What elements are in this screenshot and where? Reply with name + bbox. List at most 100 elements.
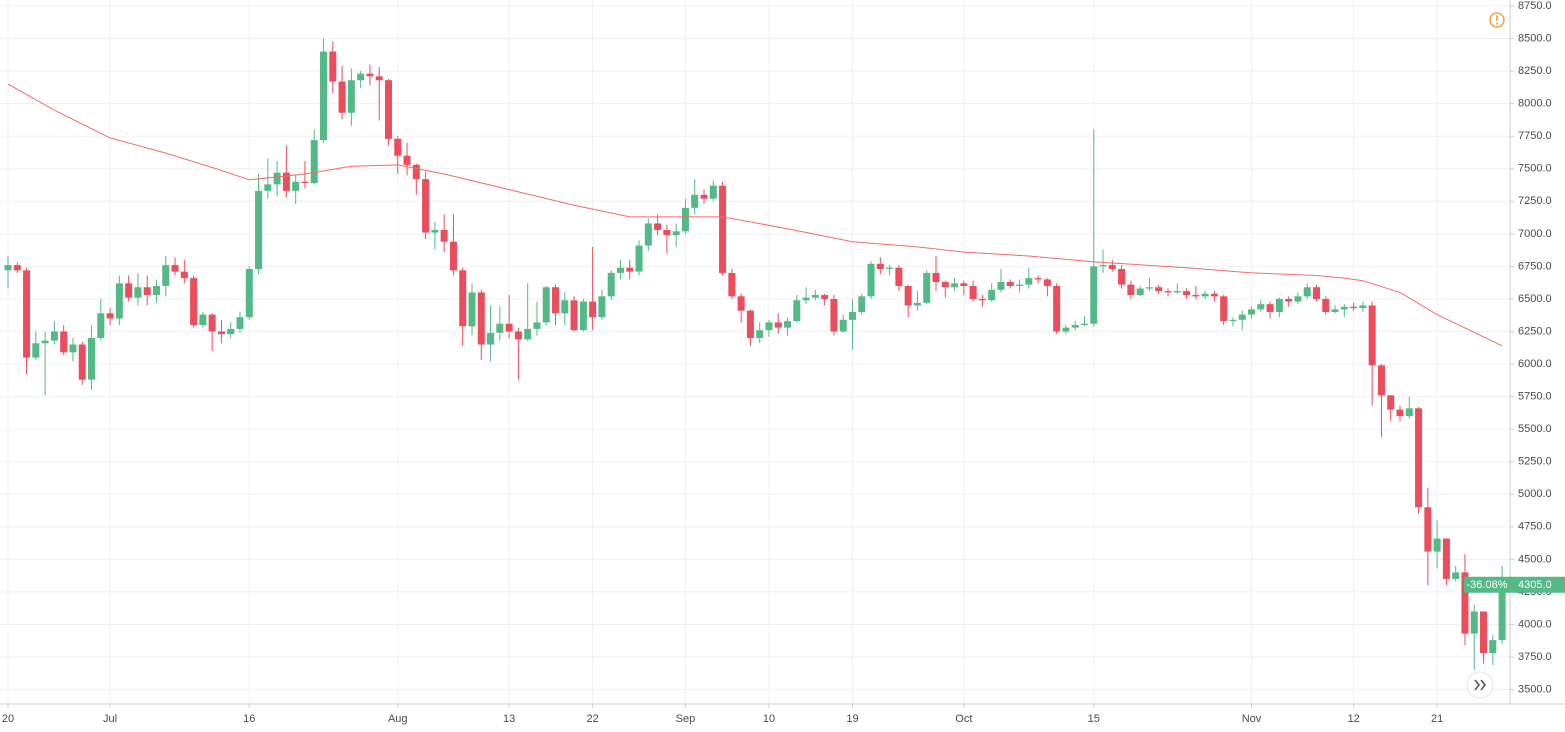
candle-body <box>1090 266 1098 324</box>
candle-body <box>1396 409 1404 417</box>
x-tick-label: Aug <box>388 713 408 725</box>
candle-body <box>208 314 216 332</box>
candle-body <box>876 263 884 270</box>
price-tag <box>1510 576 1565 593</box>
candle-body <box>338 81 346 113</box>
candle-body <box>589 301 597 318</box>
candle-body <box>1322 298 1330 312</box>
candle-body <box>654 223 662 230</box>
candle-body <box>1164 291 1172 293</box>
y-tick-label: 5750.0 <box>1518 391 1552 403</box>
candle-body <box>50 331 58 341</box>
candle-body <box>728 272 736 297</box>
y-tick-label: 7750.0 <box>1518 130 1552 142</box>
scroll-to-end-button[interactable] <box>1466 671 1494 699</box>
candle-body <box>663 229 671 236</box>
y-tick-label: 4750.0 <box>1518 521 1552 533</box>
y-tick-label: 6000.0 <box>1518 358 1552 370</box>
candle-body <box>867 263 875 297</box>
candle-body <box>1340 306 1348 310</box>
candle-body <box>681 207 689 232</box>
candle-body <box>1016 284 1024 286</box>
candle-body <box>904 285 912 306</box>
x-tick-label: Oct <box>955 713 972 725</box>
candle-body <box>422 179 430 233</box>
candle-body <box>4 265 12 271</box>
candle-body <box>561 300 569 314</box>
candle-body <box>719 185 727 273</box>
y-tick-label: 6500.0 <box>1518 293 1552 305</box>
grid <box>0 0 1510 704</box>
candle-body <box>227 328 235 335</box>
candle-body <box>1108 265 1116 270</box>
x-tick-label: 15 <box>1088 713 1100 725</box>
change-label: -36.08% <box>1467 579 1508 591</box>
x-tick-label: 22 <box>587 713 599 725</box>
x-tick-label: 10 <box>763 713 775 725</box>
candle-body <box>1424 507 1432 552</box>
candle-body <box>765 322 773 331</box>
candle-body <box>1489 640 1497 654</box>
x-tick-label: 19 <box>846 713 858 725</box>
candle-body <box>60 331 68 353</box>
candle-body <box>32 343 40 358</box>
candle-body <box>431 229 439 233</box>
candle-body <box>412 164 420 180</box>
candle-body <box>1201 293 1209 297</box>
candle-body <box>1452 572 1460 579</box>
candle-body <box>811 295 819 298</box>
candle-body <box>1405 408 1413 417</box>
candle-body <box>839 319 847 332</box>
candle-body <box>255 190 263 270</box>
candle-body <box>746 310 754 339</box>
warning-icon[interactable] <box>1489 12 1505 28</box>
candle-body <box>152 285 160 296</box>
candle-body <box>542 287 550 323</box>
candle-body <box>533 322 541 329</box>
candle-body <box>1034 278 1042 280</box>
candle-body <box>709 185 717 199</box>
price-label: 4305.0 <box>1518 579 1552 591</box>
candle-body <box>626 267 634 272</box>
candle-body <box>310 140 318 184</box>
candle-body <box>282 172 290 191</box>
candle-body <box>802 297 810 301</box>
candle-body <box>913 302 921 306</box>
candle-body <box>1229 319 1237 322</box>
candle-body <box>440 229 448 242</box>
candle-body <box>1303 287 1311 297</box>
candle-body <box>366 73 374 77</box>
candle-body <box>598 296 606 318</box>
candle-body <box>1470 611 1478 634</box>
candle-body <box>459 270 467 327</box>
candle-body <box>199 314 207 326</box>
x-tick-label: 12 <box>1347 713 1359 725</box>
candle-body <box>793 300 801 322</box>
candle-body <box>1127 284 1135 296</box>
candle-body <box>1071 325 1079 328</box>
candle-body <box>292 181 300 191</box>
x-tick-label: 13 <box>503 713 515 725</box>
candle-body <box>923 272 931 303</box>
candle-body <box>180 271 188 279</box>
candle-body <box>616 267 624 273</box>
candle-body <box>468 292 476 327</box>
candle-body <box>78 344 86 380</box>
candle-body <box>477 292 485 345</box>
candle-body <box>394 138 402 156</box>
candle-body <box>487 332 495 345</box>
change-tag <box>1464 576 1510 593</box>
y-tick-label: 3750.0 <box>1518 651 1552 663</box>
candle-body <box>106 313 114 319</box>
candle-body <box>895 267 903 286</box>
candle-body <box>774 322 782 328</box>
moving-average-line <box>7 83 1503 347</box>
candle-body <box>1145 287 1153 289</box>
y-tick-label: 6750.0 <box>1518 260 1552 272</box>
candle-body <box>1118 269 1126 285</box>
candle-body <box>932 272 940 283</box>
candle-body <box>496 323 504 333</box>
x-tick-label: 21 <box>1431 713 1443 725</box>
candle-body <box>1257 304 1265 310</box>
